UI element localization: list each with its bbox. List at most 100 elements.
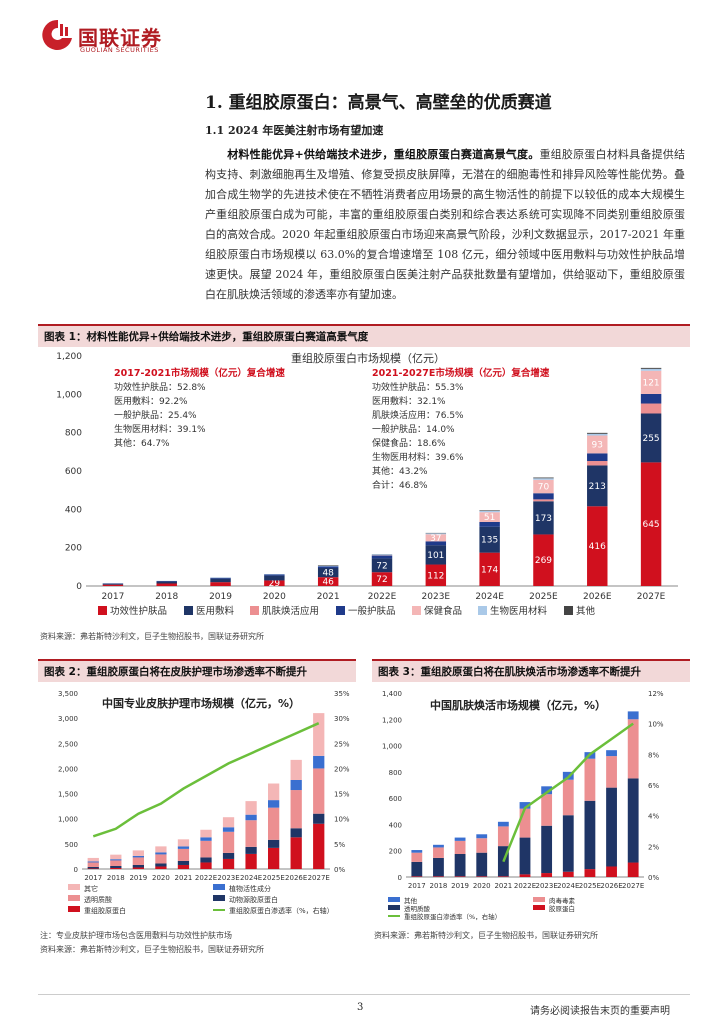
- x-tick-label: 2021: [317, 592, 340, 602]
- bar-segment: [87, 857, 99, 862]
- bar-segment: [177, 864, 190, 869]
- x-tick-label: 2019: [129, 874, 147, 882]
- bar-segment: [155, 866, 167, 869]
- legend-label: 重组胶原蛋白渗透率（%，右轴）: [404, 912, 501, 921]
- bar-data-label: 416: [589, 542, 606, 552]
- logo-icon: [42, 18, 74, 52]
- legend-swatch: [68, 895, 80, 901]
- bar-segment: [584, 758, 596, 801]
- bar-data-label: 51: [484, 513, 495, 523]
- y2-tick-label: 35%: [334, 690, 350, 698]
- bar-segment: [541, 786, 553, 795]
- bar-segment: [155, 846, 167, 853]
- bar-data-label: 72: [376, 575, 387, 585]
- x-tick-label: 2018: [155, 592, 178, 602]
- legend-swatch: [213, 895, 225, 901]
- bar-segment: [479, 521, 500, 527]
- bar-segment: [156, 581, 177, 582]
- annotation-title: 2017-2021市场规模（亿元）复合增速: [114, 367, 285, 379]
- x-tick-label: 2024E: [557, 882, 579, 890]
- legend-label: 植物活性成分: [229, 884, 271, 893]
- bar-segment: [245, 853, 257, 869]
- bar-segment: [425, 564, 447, 586]
- bar-segment: [371, 555, 393, 559]
- bar-segment: [519, 837, 531, 875]
- bar-segment: [177, 846, 190, 849]
- bar-segment: [411, 876, 423, 877]
- bar-segment: [476, 838, 488, 853]
- figure-2-rule: [38, 659, 356, 661]
- chart-2: 0 500 1,000 1,500 2,000 2,500 3,000 3,500 0% 5% 10…: [58, 690, 350, 915]
- x-tick-label: 2027E: [637, 592, 666, 602]
- bar-data-label: 255: [642, 434, 659, 444]
- bar-segment: [264, 574, 285, 576]
- bar-data-label: 37: [430, 534, 441, 544]
- bar-segment: [425, 534, 447, 542]
- bar-segment: [606, 787, 617, 867]
- legend-swatch: [533, 897, 545, 902]
- chart-title: 重组胶原蛋白市场规模（亿元）: [291, 351, 445, 365]
- bar-segment: [587, 465, 608, 507]
- bar-segment: [425, 545, 447, 565]
- bar-segment: [110, 865, 122, 868]
- legend-label: 一般护肤品: [348, 605, 396, 617]
- x-tick-label: 2020: [263, 592, 286, 602]
- y-tick-label: 200: [389, 848, 402, 856]
- subsection-title: 1.1 2024 年医美注射市场有望加速: [205, 124, 384, 137]
- figure-1-source: 资料来源：弗若斯特沙利文，巨子生物招股书，国联证券研究所: [40, 632, 264, 641]
- x-tick-label: 2023E: [217, 874, 239, 882]
- x-tick-label: 2025E: [529, 592, 558, 602]
- annotation-line: 保健食品：18.6%: [372, 437, 446, 449]
- bar-segment: [156, 583, 177, 586]
- bar-segment: [222, 858, 235, 869]
- chart-title: 中国肌肤焕活市场规模（亿元，%）: [430, 698, 606, 712]
- legend-label: 肉毒毒素: [549, 896, 576, 905]
- bar-segment: [313, 768, 325, 814]
- y-tick-label: 400: [389, 821, 402, 829]
- x-tick-label: 2019: [451, 882, 469, 890]
- bar-segment: [476, 834, 488, 839]
- y2-tick-label: 5%: [334, 841, 345, 849]
- bar-segment: [541, 873, 553, 877]
- bar-segment: [290, 828, 302, 838]
- bar-segment: [200, 840, 212, 858]
- y-tick-label: 1,400: [382, 690, 402, 698]
- bar-segment: [132, 867, 144, 869]
- bar-segment: [313, 823, 325, 869]
- bar-segment: [102, 583, 124, 585]
- footer-rule: [38, 994, 690, 995]
- legend-label: 胶原蛋白: [549, 904, 575, 913]
- bar-segment: [606, 750, 617, 757]
- x-tick-label: 2020: [152, 874, 170, 882]
- legend-label: 其他: [404, 896, 418, 905]
- bar-segment: [606, 756, 617, 788]
- bar-segment: [110, 860, 122, 866]
- bar-segment: [200, 862, 212, 869]
- paragraph-lead: 材料性能优异+供给端技术进步，重组胶原蛋白赛道高景气度。: [227, 148, 540, 161]
- legend-swatch: [478, 606, 487, 615]
- figure-2-source: 资料来源：弗若斯特沙利文，巨子生物招股书，国联证券研究所: [40, 945, 264, 954]
- x-tick-label: 2025E: [263, 874, 285, 882]
- bar-segment: [454, 840, 466, 854]
- y2-tick-label: 25%: [334, 740, 350, 748]
- bar-segment: [200, 857, 212, 863]
- annotation-line: 功效性护肤品：55.3%: [372, 381, 464, 393]
- bar-segment: [245, 820, 257, 847]
- bar-segment: [562, 779, 574, 816]
- bar-segment: [245, 801, 257, 815]
- x-tick-label: 2018: [430, 882, 448, 890]
- bar-data-label: 48: [322, 569, 334, 579]
- bar-segment: [411, 861, 423, 877]
- bar-segment: [454, 837, 466, 841]
- y-tick-label: 600: [389, 795, 402, 803]
- y-tick-label: 1,000: [382, 743, 402, 751]
- bar-segment: [519, 808, 531, 838]
- bar-segment: [541, 825, 553, 874]
- bar-segment: [313, 713, 325, 756]
- annotation-line: 肌肤焕活应用：76.5%: [372, 409, 464, 421]
- bar-segment: [640, 413, 662, 463]
- annotation-line: 医用敷料：92.2%: [114, 395, 188, 407]
- line-series: [502, 722, 634, 863]
- bar-segment: [268, 847, 280, 869]
- bar-segment: [479, 510, 500, 513]
